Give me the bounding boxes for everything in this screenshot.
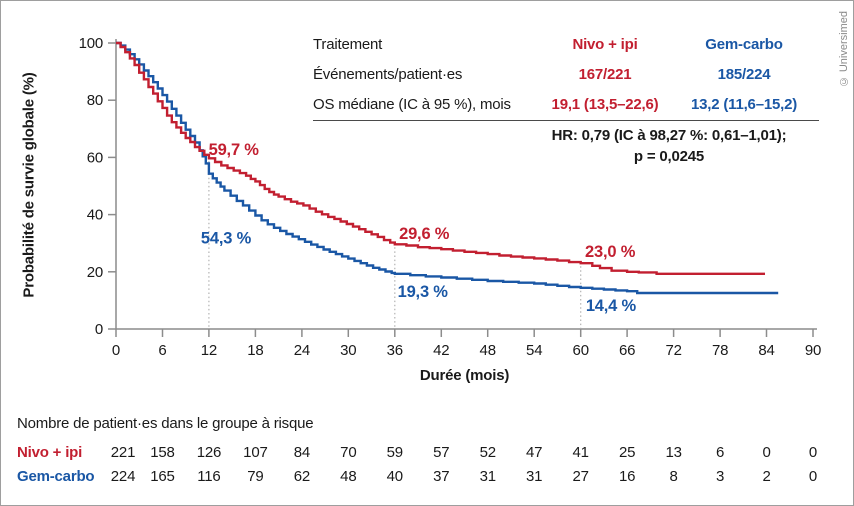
y-tick-label: 40 [87, 207, 103, 224]
at-risk-title: Nombre de patient·es dans le groupe à ri… [17, 415, 314, 432]
x-tick-label: 36 [387, 342, 403, 359]
y-tick-label: 80 [87, 92, 103, 109]
milestone-label: 19,3 % [398, 283, 449, 301]
milestone-label: 14,4 % [586, 297, 637, 315]
at-risk-count: 70 [340, 444, 357, 461]
summary-header-row: Traitement Nivo + ipi Gem-carbo [313, 29, 819, 59]
milestone-label: 59,7 % [209, 141, 260, 159]
summary-header-label: Traitement [313, 35, 383, 53]
at-risk-count: 3 [715, 468, 725, 485]
at-risk-count: 107 [243, 444, 268, 461]
milestone-label: 23,0 % [585, 243, 636, 261]
at-risk-row-nivo: Nivo + ipi 221 158 126 107 84 70 59 57 52 47 41 25 1… [1, 444, 853, 464]
summary-events-gem: 185/224 [717, 65, 771, 83]
at-risk-row-gem: Gem-carbo 224 165 116 79 62 48 40 37 31 31 27 16 8 3 2… [1, 468, 853, 488]
x-axis-title: Durée (mois) [419, 367, 510, 384]
at-risk-count: 37 [433, 468, 450, 485]
at-risk-table: Nombre de patient·es dans le groupe à ri… [1, 415, 853, 485]
at-risk-count: 62 [293, 468, 310, 485]
summary-median-nivo: 19,1 (13,5–22,6) [551, 95, 659, 113]
summary-median-row: OS médiane (IC à 95 %), mois 19,1 (13,5–… [313, 89, 819, 119]
at-risk-count: 25 [618, 444, 636, 461]
at-risk-count: 13 [665, 444, 682, 461]
at-risk-count: 47 [526, 444, 543, 461]
x-tick-label: 18 [247, 342, 263, 359]
at-risk-count: 165 [150, 468, 175, 485]
x-tick-label: 54 [526, 342, 542, 359]
survival-curve-gem-carbo [116, 41, 779, 295]
at-risk-count: 31 [479, 468, 496, 485]
x-tick-label: 24 [294, 342, 310, 359]
y-tick-label: 60 [87, 149, 103, 166]
at-risk-count: 16 [618, 468, 636, 485]
at-risk-count: 79 [247, 468, 264, 485]
summary-header-nivo: Nivo + ipi [572, 35, 638, 53]
x-tick-label: 48 [480, 342, 496, 359]
at-risk-count: 59 [386, 444, 403, 461]
y-tick-label: 20 [87, 264, 103, 281]
x-tick-label: 66 [619, 342, 635, 359]
at-risk-count: 52 [479, 444, 496, 461]
at-risk-count: 158 [150, 444, 175, 461]
x-tick-label: 0 [112, 342, 120, 359]
at-risk-label-nivo: Nivo + ipi [17, 444, 83, 461]
y-tick-label: 100 [79, 35, 103, 52]
summary-table: Traitement Nivo + ipi Gem-carbo Événemen… [313, 29, 819, 167]
at-risk-count: 126 [196, 444, 222, 461]
summary-median-label: OS médiane (IC à 95 %), mois [313, 95, 511, 113]
p-value-text: p = 0,0245 [633, 148, 705, 165]
x-tick-label: 60 [573, 342, 589, 359]
at-risk-count: 84 [293, 444, 310, 461]
at-risk-count: 0 [808, 468, 818, 485]
milestone-label: 29,6 % [399, 225, 450, 243]
summary-median-gem: 13,2 (11,6–15,2) [690, 95, 798, 113]
at-risk-count: 116 [197, 468, 221, 485]
at-risk-count: 27 [572, 468, 589, 485]
summary-table-rule [313, 120, 819, 121]
at-risk-count: 8 [669, 468, 678, 485]
copyright-credit: © Universimed [838, 11, 850, 88]
x-tick-label: 78 [712, 342, 728, 359]
at-risk-count: 48 [340, 468, 357, 485]
at-risk-count: 2 [762, 468, 771, 485]
milestone-label: 54,3 % [201, 230, 252, 248]
at-risk-count: 57 [433, 444, 450, 461]
x-tick-label: 42 [433, 342, 449, 359]
at-risk-count: 0 [762, 444, 771, 461]
x-tick-label: 30 [340, 342, 356, 359]
at-risk-count: 40 [386, 468, 403, 485]
at-risk-count: 41 [572, 444, 589, 461]
at-risk-count: 224 [110, 468, 136, 485]
at-risk-count: 6 [715, 444, 725, 461]
x-tick-label: 84 [758, 342, 774, 359]
x-tick-label: 72 [665, 342, 681, 359]
at-risk-count: 31 [526, 468, 543, 485]
summary-events-nivo: 167/221 [578, 65, 632, 83]
x-tick-label: 6 [158, 342, 166, 359]
at-risk-count: 0 [808, 444, 818, 461]
survival-curve-nivo-ipi [116, 41, 765, 275]
summary-header-gem: Gem-carbo [705, 35, 783, 53]
summary-events-label: Événements/patient·es [313, 65, 463, 83]
at-risk-count: 221 [110, 444, 136, 461]
summary-events-row: Événements/patient·es 167/221 185/224 [313, 59, 819, 89]
y-axis-title: Probabilité de survie globale (%) [20, 72, 38, 298]
x-tick-label: 90 [805, 342, 821, 359]
hazard-ratio-text: HR: 0,79 (IC à 98,27 %: 0,61–1,01); [551, 127, 787, 144]
at-risk-label-gem: Gem-carbo [17, 468, 95, 485]
x-tick-label: 12 [201, 342, 217, 359]
hazard-ratio-block: HR: 0,79 (IC à 98,27 %: 0,61–1,01); p = … [519, 125, 819, 167]
y-tick-label: 0 [95, 321, 103, 338]
